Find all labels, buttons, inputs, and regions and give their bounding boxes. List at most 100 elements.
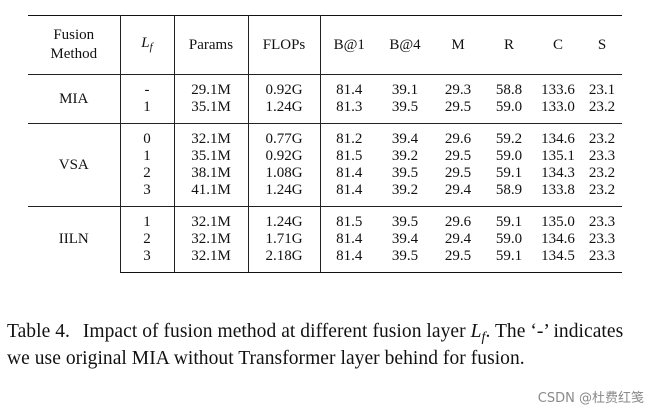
cell-s: 23.3 — [588, 148, 616, 164]
cell-c: 134.6 — [534, 123, 582, 148]
header-s: S — [582, 15, 622, 75]
table-row: IILN 1 32.1M 1.24G 81.5 39.5 29.6 59.1 135.0 23.3 — [28, 206, 622, 273]
cell-s: 23.2 — [588, 99, 616, 115]
header-c: C — [534, 15, 582, 75]
cell-params: 29.1M — [174, 74, 249, 99]
header-fusion-method-line2: Method — [50, 46, 98, 62]
table-row: VSA 0 32.1M 0.77G 81.2 39.4 29.6 59.2 134.6 23.2 — [28, 123, 622, 207]
caption-text-after: . The ‘-’ indicates we use original MIA … — [7, 321, 624, 369]
table-group-mia: MIA -29.1M 0.92G 81.4 39.1 29.3 58.8 133.6 23.1 1… — [28, 74, 622, 124]
cell-m: 29.3 — [432, 74, 484, 99]
cell-m: 29.4 — [444, 182, 472, 198]
cell-lf: - — [120, 74, 175, 99]
cell-s: 23.2 — [588, 182, 616, 198]
cell-b1: 81.4 — [336, 165, 363, 181]
table-row: 3 41.1M 1.24G 81.4 39.2 29.4 58.9 133.8 23.2 — [28, 182, 622, 207]
cell-r: 59.1 — [484, 206, 534, 231]
cell-lf: 2 — [120, 165, 175, 182]
cell-m: 29.6 — [432, 206, 484, 231]
cell-c: 133.0 — [541, 99, 575, 115]
cell-b1: 81.3 — [336, 99, 363, 115]
header-fusion-method: Fusion Method — [28, 15, 121, 75]
header-b1: B@1 — [320, 15, 378, 75]
header-lf-main: L — [141, 34, 150, 51]
cell-params: 32.1M — [174, 123, 249, 148]
cell-s: 23.3 — [588, 231, 616, 247]
fusion-method-cell: IILN — [28, 206, 121, 273]
cell-r: 59.0 — [495, 99, 523, 115]
caption-lf-main: L — [470, 321, 482, 342]
cell-r: 59.0 — [495, 148, 523, 164]
header-m: M — [432, 15, 484, 75]
fusion-method-cell: VSA — [28, 123, 121, 207]
table-row: 1 35.1M 1.24G 81.3 39.5 29.5 59.0 133.0 23.2 — [28, 99, 622, 124]
cell-s: 23.1 — [582, 74, 622, 99]
cell-lf: 1 — [120, 148, 175, 165]
cell-flops: 0.92G — [248, 148, 321, 165]
cell-flops: 2.18G — [248, 248, 321, 273]
cell-params: 32.1M — [174, 231, 249, 248]
cell-m: 29.5 — [432, 248, 484, 273]
cell-b1: 81.4 — [320, 74, 378, 99]
results-table: Fusion Method Lf Params FLOPs B@1 B@4 M … — [28, 15, 622, 273]
caption-label: Table 4. — [7, 321, 70, 342]
cell-s: 23.3 — [582, 206, 622, 231]
cell-flops: 1.24G — [248, 206, 321, 231]
cell-b1: 81.4 — [336, 231, 363, 247]
table-row: MIA -29.1M 0.92G 81.4 39.1 29.3 58.8 133.6 23.1 — [28, 74, 622, 124]
cell-flops: 1.71G — [248, 231, 321, 248]
cell-b4: 39.5 — [391, 99, 419, 115]
watermark: CSDN @杜费红笺 — [537, 391, 644, 406]
cell-flops: 1.08G — [248, 165, 321, 182]
cell-s: 23.2 — [588, 165, 616, 181]
cell-b1: 81.2 — [320, 123, 378, 148]
cell-b4: 39.4 — [378, 123, 432, 148]
cell-b4: 39.4 — [391, 231, 419, 247]
cell-params: 32.1M — [174, 248, 249, 273]
header-r: R — [484, 15, 534, 75]
cell-r: 58.9 — [495, 182, 523, 198]
cell-lf: 2 — [120, 231, 175, 248]
caption-text-before: Impact of fusion method at different fus… — [82, 321, 466, 342]
table-row: 2 38.1M 1.08G 81.4 39.5 29.5 59.1 134.3 23.2 — [28, 165, 622, 182]
results-table-container: Fusion Method Lf Params FLOPs B@1 B@4 M … — [28, 15, 622, 273]
cell-c: 133.6 — [534, 74, 582, 99]
table-row: 2 32.1M 1.71G 81.4 39.4 29.4 59.0 134.6 23.3 — [28, 231, 622, 248]
cell-lf: 0 — [120, 123, 175, 148]
cell-m: 29.5 — [444, 165, 472, 181]
cell-b4: 39.5 — [378, 248, 432, 273]
cell-c: 134.5 — [534, 248, 582, 273]
cell-b1: 81.5 — [336, 148, 363, 164]
caption-lf-sub: f — [481, 330, 486, 345]
cell-flops: 1.24G — [248, 182, 321, 207]
cell-r: 59.0 — [495, 231, 523, 247]
table-row: 1 35.1M 0.92G 81.5 39.2 29.5 59.0 135.1 23.3 — [28, 148, 622, 165]
cell-m: 29.4 — [444, 231, 472, 247]
cell-flops: 0.92G — [248, 74, 321, 99]
cell-c: 134.6 — [541, 231, 575, 247]
cell-r: 58.8 — [484, 74, 534, 99]
cell-c: 134.3 — [541, 165, 575, 181]
header-params: Params — [174, 15, 249, 75]
cell-lf: 1 — [120, 206, 175, 231]
cell-b1: 81.4 — [320, 248, 378, 273]
cell-params: 35.1M — [174, 148, 249, 165]
cell-r: 59.1 — [495, 165, 523, 181]
cell-params: 32.1M — [174, 206, 249, 231]
cell-lf: 3 — [120, 248, 175, 273]
cell-c: 135.0 — [534, 206, 582, 231]
cell-m: 29.6 — [432, 123, 484, 148]
cell-r: 59.1 — [484, 248, 534, 273]
cell-b4: 39.5 — [391, 165, 419, 181]
cell-s: 23.2 — [582, 123, 622, 148]
cell-params: 38.1M — [174, 165, 249, 182]
cell-lf: 1 — [120, 99, 175, 124]
cell-c: 133.8 — [541, 182, 575, 198]
cell-b1: 81.4 — [336, 182, 363, 198]
cell-b4: 39.5 — [378, 206, 432, 231]
cell-b1: 81.5 — [320, 206, 378, 231]
cell-b4: 39.2 — [391, 148, 419, 164]
cell-flops: 0.77G — [248, 123, 321, 148]
cell-m: 29.5 — [444, 148, 472, 164]
caption-lf: Lf — [470, 321, 486, 345]
